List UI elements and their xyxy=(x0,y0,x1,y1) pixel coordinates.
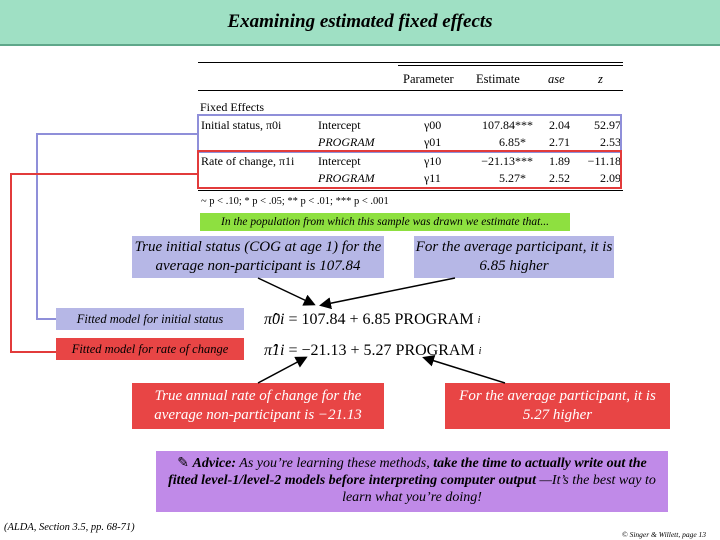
avg-rate-text: For the average participant, it is 5.27 … xyxy=(459,388,656,423)
fitted-rate-label: Fitted model for rate of change xyxy=(56,338,244,360)
initial-eq-lhs: π̂0i xyxy=(264,311,285,328)
table-cell: γ11 xyxy=(424,171,441,185)
advice-tail: —It’s the best way to learn what you’re … xyxy=(342,473,656,505)
population-banner-text: In the population from which this sample… xyxy=(221,216,549,228)
arrow-rate-left xyxy=(257,356,308,384)
table-cell: Intercept xyxy=(318,154,361,168)
fitted-initial-label: Fitted model for initial status xyxy=(56,308,244,330)
advice-emphasis: take the time to actually write out the … xyxy=(168,456,647,488)
arrow-rate-right xyxy=(422,354,506,384)
pencil-icon: ✎ xyxy=(177,456,190,471)
rate-connector-top xyxy=(10,173,197,175)
arrow-initial-right xyxy=(319,277,456,310)
table-rule-top2 xyxy=(398,65,623,66)
row-label-rate: Rate of change, π1i xyxy=(201,154,295,168)
table-cell: γ10 xyxy=(424,154,442,168)
initial-status-highlight xyxy=(197,114,622,153)
advice-lead: Advice: xyxy=(192,456,237,471)
table-cell: γ00 xyxy=(424,118,442,132)
true-initial-text: True initial status (COG at age 1) for t… xyxy=(134,239,382,274)
section-label: Fixed Effects xyxy=(200,100,265,114)
advice-box: ✎ Advice: As you’re learning these metho… xyxy=(156,451,668,512)
arrow-initial-left xyxy=(257,277,316,306)
table-rule-bottom xyxy=(198,190,623,191)
row-label-initial: Initial status, π0i xyxy=(201,118,282,132)
citation: (ALDA, Section 3.5, pp. 68-71) xyxy=(4,522,135,533)
initial-eq-rhs: = 107.84 + 6.85 PROGRAM xyxy=(288,311,474,328)
table-rule-top xyxy=(198,62,623,63)
table-rule-header xyxy=(198,90,623,91)
true-rate-bubble: True annual rate of change for the avera… xyxy=(132,383,384,429)
avg-initial-text: For the average participant, it is 6.85 … xyxy=(415,239,613,274)
table-cell: 5.27* xyxy=(499,171,526,185)
fitted-initial-equation: π̂0i = 107.84 + 6.85 PROGRAM i xyxy=(264,308,480,332)
table-cell: 52.97 xyxy=(594,118,621,132)
avg-initial-bubble: For the average participant, it is 6.85 … xyxy=(414,236,614,278)
fixed-effects-table: Parameter Estimate ase z Fixed Effects I… xyxy=(198,58,628,218)
header-ase: ase xyxy=(548,72,565,86)
credit: © Singer & Willett, page 13 xyxy=(622,530,707,539)
rate-eq-subscript: i xyxy=(478,345,482,357)
header-z: z xyxy=(598,72,603,86)
rate-connector-vertical xyxy=(10,173,12,351)
advice-body: As you’re learning these methods, xyxy=(236,456,434,471)
table-cell: 2.09 xyxy=(600,171,621,185)
table-cell: PROGRAM xyxy=(318,135,375,149)
initial-connector-top xyxy=(36,133,197,135)
fitted-initial-label-text: Fitted model for initial status xyxy=(76,311,224,326)
header-parameter: Parameter xyxy=(403,72,454,86)
fitted-rate-equation: π̂1i = −21.13 + 5.27 PROGRAM i xyxy=(264,339,481,363)
rate-eq-rhs: = −21.13 + 5.27 PROGRAM xyxy=(288,342,475,359)
header-estimate: Estimate xyxy=(476,72,520,86)
table-cell: 2.52 xyxy=(549,171,570,185)
rate-connector-bottom xyxy=(10,351,56,353)
title-bar: Examining estimated fixed effects xyxy=(0,0,720,46)
true-initial-bubble: True initial status (COG at age 1) for t… xyxy=(132,236,384,278)
table-cell: 107.84*** xyxy=(482,118,533,132)
table-cell: −21.13*** xyxy=(481,154,533,168)
table-cell: 2.71 xyxy=(549,135,570,149)
avg-rate-bubble: For the average participant, it is 5.27 … xyxy=(445,383,670,429)
table-cell: −11.18 xyxy=(587,154,621,168)
initial-connector-bottom xyxy=(36,318,56,320)
initial-eq-subscript: i xyxy=(477,314,481,326)
table-cell: 1.89 xyxy=(549,154,570,168)
initial-connector-vertical xyxy=(36,133,38,318)
rate-of-change-highlight xyxy=(197,150,622,189)
page-title: Examining estimated fixed effects xyxy=(227,11,493,32)
fitted-rate-label-text: Fitted model for rate of change xyxy=(71,341,229,356)
rate-eq-lhs: π̂1i xyxy=(264,342,285,359)
table-cell: Intercept xyxy=(318,118,361,132)
table-footnote: ~ p < .10; * p < .05; ** p < .01; *** p … xyxy=(201,196,389,207)
true-rate-text: True annual rate of change for the avera… xyxy=(154,388,362,423)
table-cell: PROGRAM xyxy=(318,171,375,185)
population-banner: In the population from which this sample… xyxy=(200,213,570,231)
table-cell: 2.04 xyxy=(549,118,570,132)
table-cell: 6.85* xyxy=(499,135,526,149)
table-cell: γ01 xyxy=(424,135,442,149)
table-cell: 2.53 xyxy=(600,135,621,149)
